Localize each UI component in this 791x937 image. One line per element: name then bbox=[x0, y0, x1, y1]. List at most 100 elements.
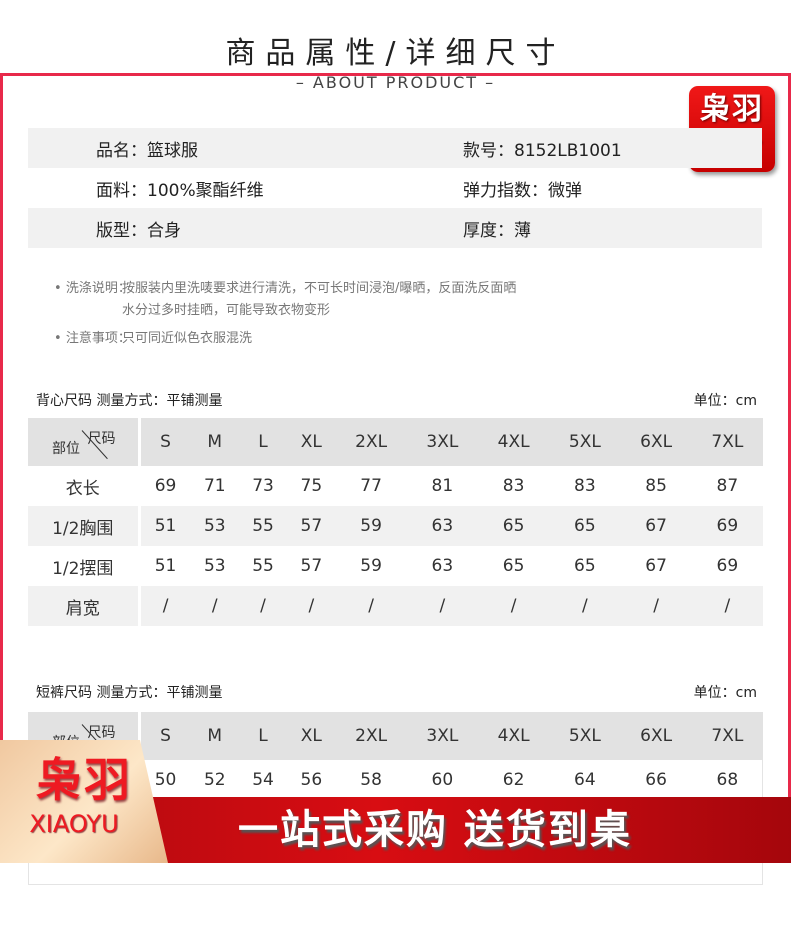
logo-en: XIAOYU bbox=[29, 810, 119, 838]
part-label: 部位 bbox=[52, 441, 80, 457]
size-header: M bbox=[190, 418, 239, 466]
size-header: S bbox=[139, 418, 191, 466]
row-label: 肩宽 bbox=[28, 586, 141, 626]
promo-banner: 一站式采购 送货到桌 bbox=[100, 797, 791, 863]
size-header: 2XL bbox=[335, 418, 407, 466]
table-cell: 69 bbox=[691, 506, 763, 546]
table-cell: / bbox=[620, 586, 692, 626]
info-right: 弹力指数：微弹 bbox=[463, 180, 582, 201]
vest-unit: 单位：cm bbox=[693, 393, 757, 409]
table-cell: 53 bbox=[203, 556, 226, 576]
table-cell: 53 bbox=[190, 506, 239, 546]
table-cell: 59 bbox=[360, 556, 382, 576]
size-header: 4XL bbox=[477, 418, 550, 466]
product-info: 品名：篮球服 款号：8152LB1001 面料：100%聚酯纤维 弹力指数：微弹 版… bbox=[28, 128, 762, 248]
table-cell: 65 bbox=[574, 556, 596, 576]
size-header: L bbox=[238, 418, 288, 466]
table-cell: / bbox=[238, 586, 288, 626]
table-cell: 55 bbox=[252, 556, 274, 576]
size-header: 4XL bbox=[477, 712, 550, 760]
size-header: 6XL bbox=[620, 418, 692, 466]
info-left: 品名：篮球服 bbox=[96, 140, 198, 161]
table-cell: 81 bbox=[431, 476, 454, 496]
size-header: XL bbox=[287, 712, 336, 760]
table-cell: 65 bbox=[549, 506, 621, 546]
info-right: 厚度：薄 bbox=[463, 220, 531, 241]
size-header: 3XL bbox=[406, 418, 478, 466]
size-header: 7XL bbox=[691, 418, 763, 466]
table-cell: 59 bbox=[335, 506, 407, 546]
table-cell: 75 bbox=[300, 476, 323, 496]
table-row: 1/2胸围 51 53 55 57 59 63 65 65 67 69 bbox=[28, 506, 763, 546]
table-cell: / bbox=[190, 586, 239, 626]
table-cell: 71 bbox=[203, 476, 226, 496]
info-left: 版型：合身 bbox=[96, 220, 181, 241]
table-cell: / bbox=[549, 586, 621, 626]
note-key: 洗涤说明： bbox=[65, 281, 131, 296]
info-row: 面料：100%聚酯纤维 弹力指数：微弹 bbox=[28, 168, 762, 208]
table-cell: / bbox=[287, 586, 336, 626]
table-cell: 67 bbox=[620, 506, 692, 546]
table-cell: 58 bbox=[360, 770, 382, 790]
table-cell: 55 bbox=[238, 506, 288, 546]
table-cell: / bbox=[477, 586, 550, 626]
table-cell: 57 bbox=[300, 556, 323, 576]
shorts-table-title: 短裤尺码 测量方式：平铺测量 bbox=[36, 685, 223, 701]
size-header: S bbox=[139, 712, 191, 760]
note-key: 注意事项： bbox=[65, 331, 131, 346]
table-cell: 66 bbox=[645, 770, 667, 790]
table-row: 1/2摆围 51 53 55 57 59 63 65 65 67 69 bbox=[28, 546, 763, 586]
brand-logo: 枭羽 XIAOYU bbox=[0, 740, 168, 863]
table-row: 肩宽 / / / / / / / / / / bbox=[28, 586, 763, 626]
table-cell: 85 bbox=[645, 476, 667, 496]
table-cell: 69 bbox=[716, 556, 739, 576]
table-cell: 62 bbox=[502, 770, 525, 790]
size-label: 尺码 bbox=[87, 725, 116, 741]
table-cell: 51 bbox=[139, 506, 191, 546]
vest-size-table: 尺码 部位 S M L XL 2XL 3XL 4XL 5XL 6XL 7XL 衣长 69 71 73 75 77 8… bbox=[28, 418, 763, 626]
table-cell: 50 bbox=[154, 770, 177, 790]
care-notes: • 洗涤说明： 按服装内里洗唛要求进行清洗，不可长时间浸泡/曝晒，反面洗反面晒 水分… bbox=[54, 278, 516, 350]
table-cell: 52 bbox=[203, 770, 226, 790]
subtitle: – ABOUT PRODUCT – bbox=[295, 73, 496, 92]
size-header: L bbox=[238, 712, 288, 760]
red-frame bbox=[0, 73, 791, 803]
info-row: 品名：篮球服 款号：8152LB1001 bbox=[28, 128, 762, 168]
size-header: 7XL bbox=[691, 712, 763, 760]
table-cell: 69 bbox=[154, 476, 177, 496]
note-item: • 洗涤说明： 按服装内里洗唛要求进行清洗，不可长时间浸泡/曝晒，反面洗反面晒 水分… bbox=[54, 281, 517, 318]
info-row: 版型：合身 厚度：薄 bbox=[28, 208, 762, 248]
size-header: M bbox=[190, 712, 239, 760]
info-right: 款号：8152LB1001 bbox=[463, 140, 622, 161]
corner-cell: 尺码部位 bbox=[28, 418, 141, 466]
table-cell: 57 bbox=[287, 506, 336, 546]
size-header: 5XL bbox=[549, 712, 621, 760]
row-label: 1/2胸围 bbox=[28, 506, 141, 546]
table-row: 衣长 69 71 73 75 77 81 83 83 85 87 bbox=[28, 466, 763, 506]
size-header: XL bbox=[287, 418, 336, 466]
row-label: 1/2摆围 bbox=[28, 546, 141, 586]
size-header: 3XL bbox=[406, 712, 478, 760]
table-cell: 65 bbox=[477, 506, 550, 546]
table-cell: / bbox=[406, 586, 478, 626]
table-cell: 54 bbox=[252, 770, 274, 790]
table-cell: 56 bbox=[300, 770, 323, 790]
page-title: 商品属性/详细尺寸 bbox=[225, 36, 566, 71]
badge-line: 枭羽 bbox=[700, 92, 764, 127]
table-cell: 73 bbox=[252, 476, 274, 496]
size-header: 6XL bbox=[620, 712, 692, 760]
note-value: 只可同近似色衣服混洗 bbox=[122, 331, 253, 346]
table-cell: 60 bbox=[431, 770, 454, 790]
size-label: 尺码 bbox=[87, 431, 116, 447]
table-cell: / bbox=[335, 586, 407, 626]
size-header: 5XL bbox=[549, 418, 621, 466]
info-left: 面料：100%聚酯纤维 bbox=[96, 180, 264, 201]
table-cell: 87 bbox=[716, 476, 739, 496]
note-value: 水分过多时挂晒，可能导致衣物变形 bbox=[122, 303, 331, 318]
table-cell: 64 bbox=[574, 770, 596, 790]
size-header: 2XL bbox=[335, 712, 407, 760]
table-cell: 63 bbox=[406, 506, 478, 546]
note-value: 按服装内里洗唛要求进行清洗，不可长时间浸泡/曝晒，反面洗反面晒 bbox=[122, 281, 517, 296]
row-label: 衣长 bbox=[28, 466, 141, 506]
